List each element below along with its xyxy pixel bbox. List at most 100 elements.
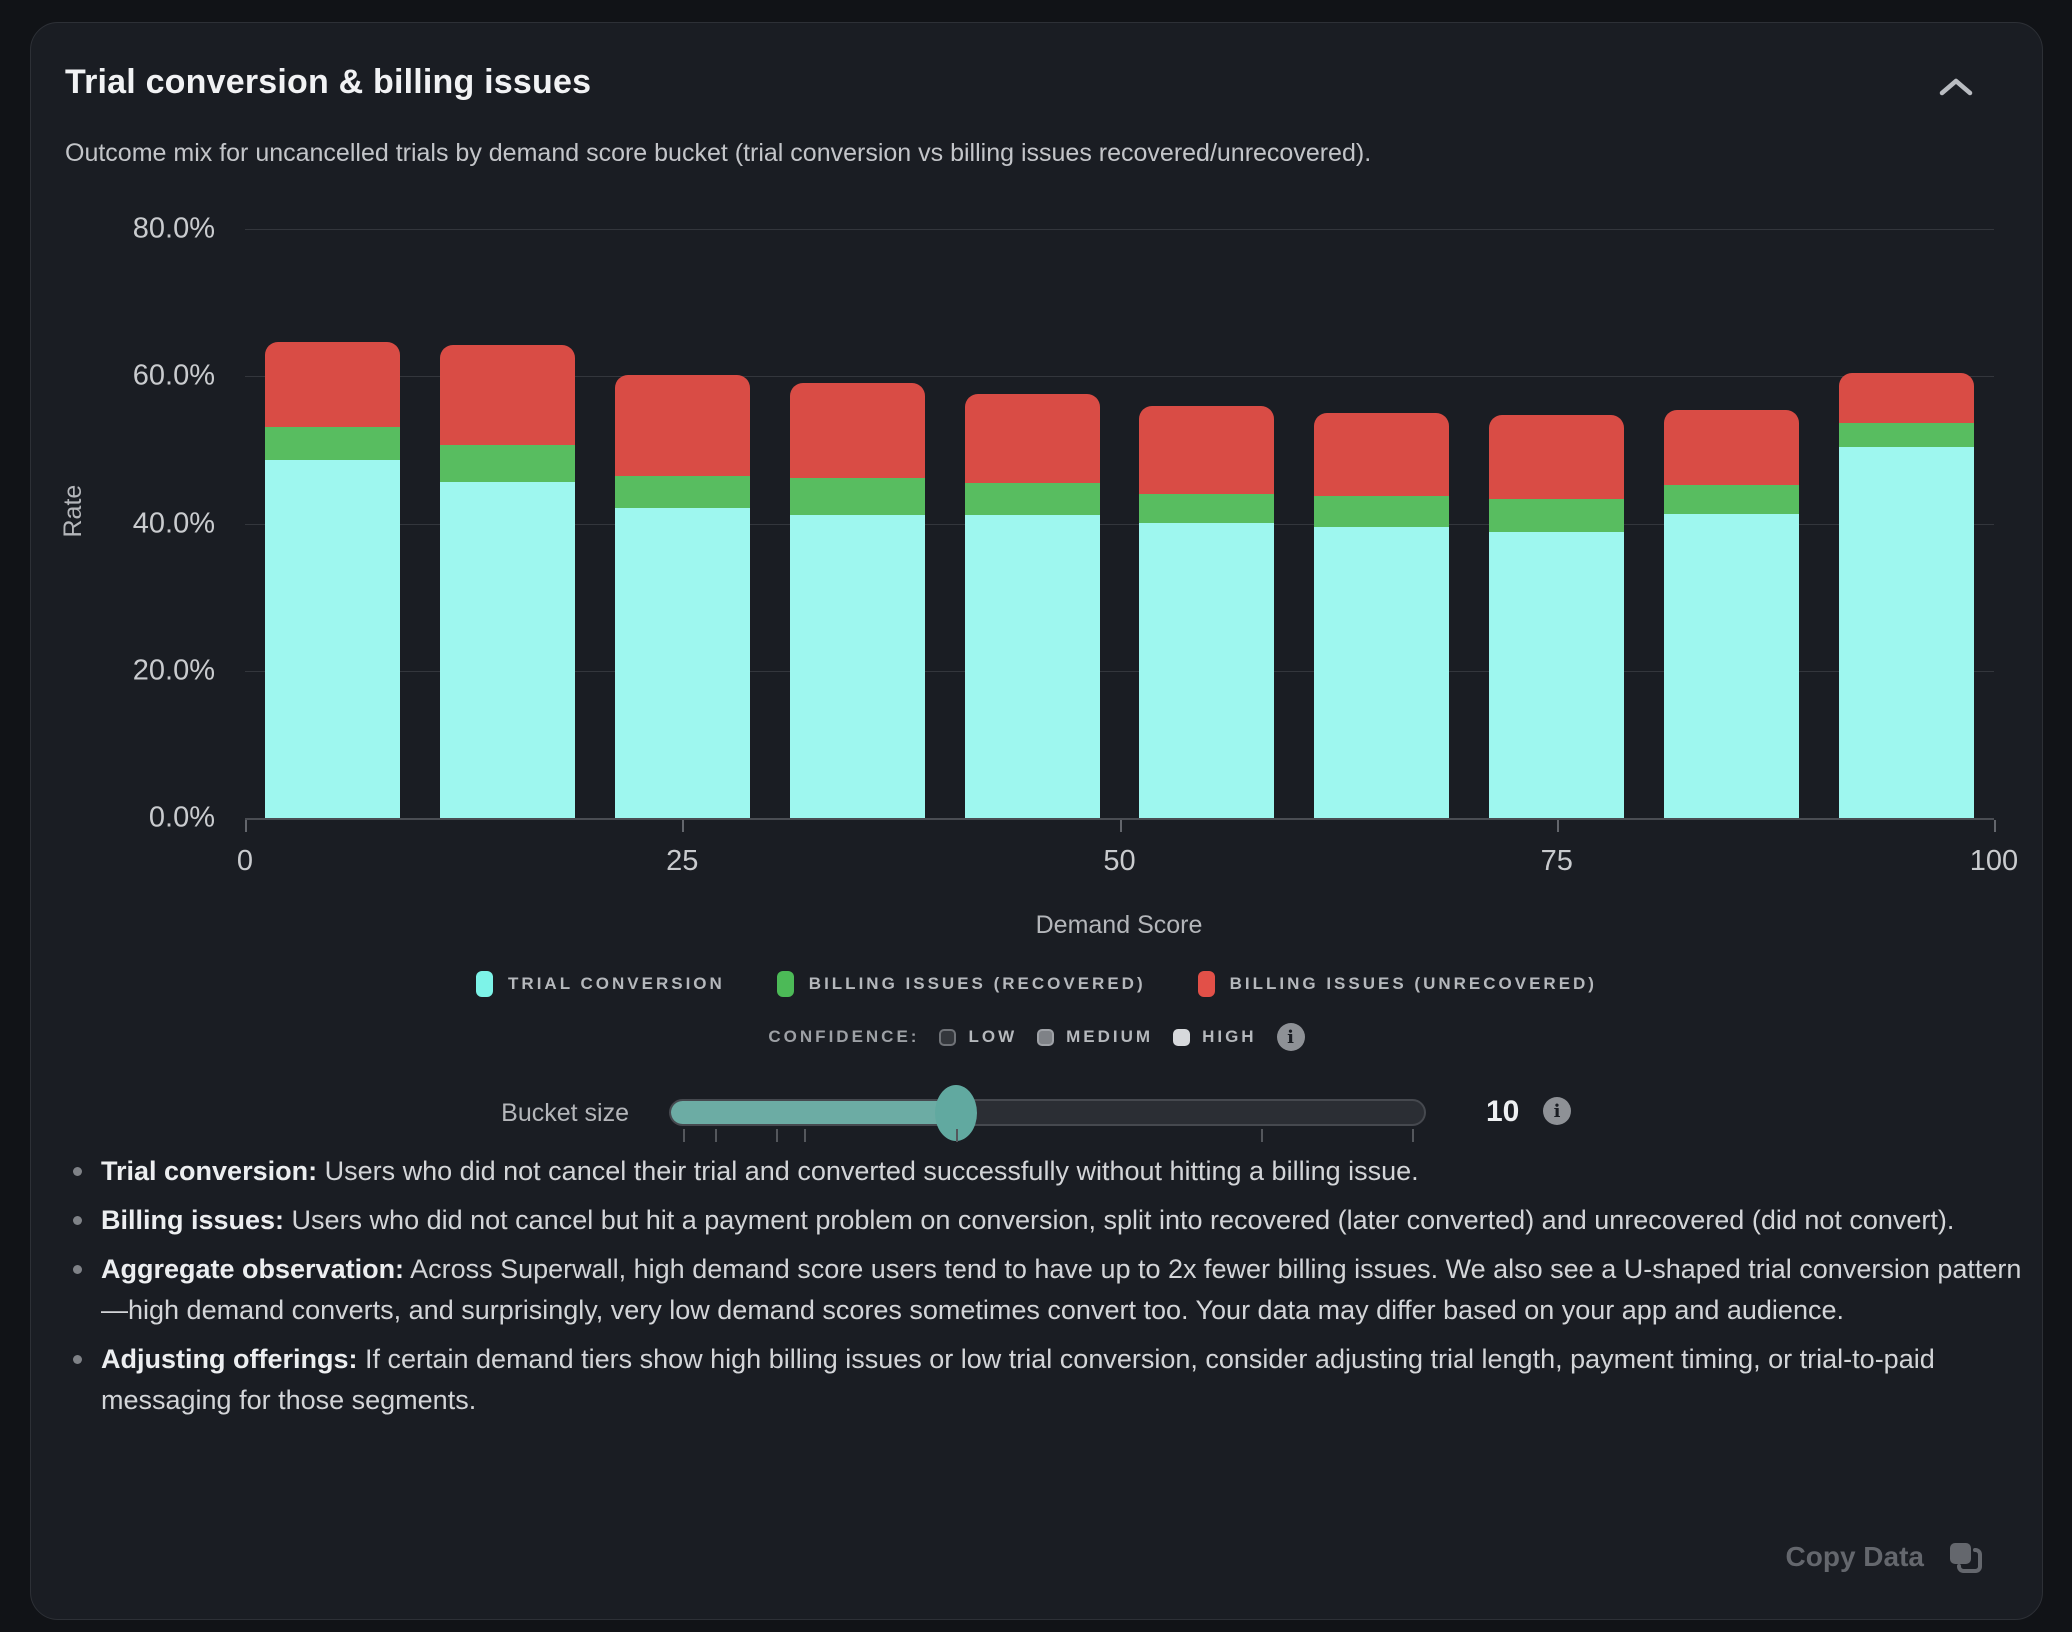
- gridline-40: [245, 523, 1994, 525]
- legend-swatch-icon: [776, 971, 794, 997]
- y-tick-label: 20.0%: [132, 654, 215, 687]
- note-lead: Billing issues:: [101, 1205, 285, 1235]
- slider-tick-mark: [1411, 1129, 1414, 1142]
- bar-segment[interactable]: [1314, 413, 1450, 497]
- confidence-level-label: HIGH: [1202, 1027, 1257, 1046]
- bar-segment[interactable]: [264, 341, 400, 428]
- bar-segment[interactable]: [1489, 531, 1625, 818]
- bar-segment[interactable]: [1314, 496, 1450, 528]
- bar-segment[interactable]: [614, 475, 750, 509]
- info-icon[interactable]: i: [1276, 1023, 1305, 1051]
- bar-segment[interactable]: [1839, 423, 1975, 447]
- legend-label: BILLING ISSUES (RECOVERED): [808, 974, 1146, 993]
- bucket-size-slider[interactable]: [669, 1084, 1426, 1141]
- bar-segment[interactable]: [964, 514, 1100, 818]
- bar-segment[interactable]: [1139, 522, 1275, 818]
- collapse-button[interactable]: [1936, 73, 1976, 101]
- legend-item[interactable]: BILLING ISSUES (RECOVERED): [776, 971, 1146, 997]
- note-item: Aggregate observation: Across Superwall,…: [73, 1249, 2026, 1331]
- gridline-60: [245, 376, 1994, 378]
- bar-segment[interactable]: [1489, 499, 1625, 532]
- confidence-swatch-icon: [939, 1028, 957, 1046]
- x-tick-label: 50: [1103, 845, 1136, 877]
- bar-segment[interactable]: [614, 508, 750, 818]
- y-tick-label: 40.0%: [132, 507, 215, 539]
- bar-segment[interactable]: [789, 477, 925, 516]
- note-lead: Adjusting offerings:: [101, 1344, 358, 1374]
- note-item: Trial conversion: Users who did not canc…: [73, 1151, 2026, 1192]
- y-tick-label: 80.0%: [132, 212, 215, 245]
- page-title: Trial conversion & billing issues: [65, 63, 592, 101]
- info-icon[interactable]: i: [1543, 1097, 1571, 1125]
- slider-tick-mark: [1260, 1129, 1263, 1142]
- confidence-row: CONFIDENCE: LOW MEDIUM HIGH i: [31, 1023, 2042, 1051]
- note-lead: Aggregate observation:: [101, 1254, 405, 1284]
- bar-segment[interactable]: [964, 483, 1100, 515]
- x-axis-title: Demand Score: [1035, 911, 1203, 939]
- confidence-level-label: LOW: [968, 1027, 1018, 1046]
- confidence-swatch-icon: [1037, 1028, 1055, 1046]
- confidence-label: CONFIDENCE:: [768, 1027, 920, 1046]
- slider-tick-mark: [715, 1129, 718, 1142]
- notes-list: Trial conversion: Users who did not canc…: [73, 1151, 2026, 1429]
- legend-item[interactable]: TRIAL CONVERSION: [476, 971, 725, 997]
- note-text: Users who did not cancel but hit a payme…: [284, 1205, 1955, 1235]
- x-tick-label: 25: [666, 845, 699, 877]
- legend-swatch-icon: [476, 971, 494, 997]
- gridline-20: [245, 670, 1994, 672]
- bar-segment[interactable]: [439, 445, 575, 483]
- bar-segment[interactable]: [264, 427, 400, 461]
- x-tick-label: 0: [236, 845, 254, 877]
- bar-segment[interactable]: [264, 460, 400, 818]
- plot-area: [245, 229, 1994, 820]
- x-tick-mark: [1119, 820, 1122, 832]
- bar-segment[interactable]: [1489, 414, 1625, 500]
- bar-segment[interactable]: [789, 515, 925, 818]
- note-item: Adjusting offerings: If certain demand t…: [73, 1339, 2026, 1421]
- bar-segment[interactable]: [439, 482, 575, 818]
- x-tick-label: 75: [1540, 845, 1573, 877]
- x-tick-mark: [245, 820, 247, 832]
- bar-segment[interactable]: [1664, 410, 1800, 486]
- bar-segment[interactable]: [1839, 446, 1975, 818]
- legend-item[interactable]: BILLING ISSUES (UNRECOVERED): [1197, 971, 1597, 997]
- note-lead: Trial conversion:: [101, 1156, 318, 1186]
- y-tick-label: 60.0%: [132, 359, 215, 392]
- slider-tick-mark: [803, 1129, 806, 1142]
- chart-legend: TRIAL CONVERSION BILLING ISSUES (RECOVERE…: [31, 971, 2042, 997]
- bar-segment[interactable]: [789, 382, 925, 478]
- confidence-level-medium[interactable]: MEDIUM: [1037, 1027, 1153, 1047]
- bar-segment[interactable]: [439, 345, 575, 446]
- x-tick-mark: [682, 820, 685, 832]
- bar-segment[interactable]: [1314, 527, 1450, 818]
- slider-fill: [671, 1101, 957, 1124]
- confidence-swatch-icon: [1173, 1028, 1191, 1046]
- note-item: Billing issues: Users who did not cancel…: [73, 1200, 2026, 1241]
- note-text: Across Superwall, high demand score user…: [101, 1254, 2022, 1325]
- confidence-level-high[interactable]: HIGH: [1173, 1027, 1257, 1047]
- bucket-size-label: Bucket size: [501, 1099, 629, 1127]
- bar-segment[interactable]: [614, 374, 750, 476]
- bar-segment[interactable]: [1139, 494, 1275, 523]
- confidence-level-label: MEDIUM: [1066, 1027, 1154, 1046]
- gridline-0: [245, 818, 1994, 820]
- trial-conversion-card: Trial conversion & billing issues Outcom…: [30, 22, 2043, 1620]
- bucket-size-value: 10: [1486, 1095, 1520, 1128]
- chevron-up-icon: [1939, 78, 1973, 96]
- confidence-level-low[interactable]: LOW: [939, 1027, 1017, 1047]
- bar-segment[interactable]: [1664, 485, 1800, 514]
- bar-segment[interactable]: [964, 393, 1100, 484]
- x-tick-mark: [1556, 820, 1559, 832]
- slider-tick-mark: [775, 1129, 778, 1142]
- x-tick-label: 100: [1969, 845, 2019, 877]
- bar-segment[interactable]: [1839, 373, 1975, 424]
- copy-data-button[interactable]: Copy Data: [1786, 1539, 1982, 1575]
- bucket-size-slider-row: Bucket size 10 i: [31, 1084, 2042, 1155]
- note-text: If certain demand tiers show high billin…: [101, 1344, 1935, 1415]
- bar-segment[interactable]: [1664, 513, 1800, 818]
- bar-segment[interactable]: [1139, 405, 1275, 495]
- legend-label: BILLING ISSUES (UNRECOVERED): [1229, 974, 1597, 993]
- card-subtitle: Outcome mix for uncancelled trials by de…: [65, 139, 1372, 167]
- x-tick-mark: [1994, 820, 1996, 832]
- slider-tick-mark: [682, 1129, 685, 1142]
